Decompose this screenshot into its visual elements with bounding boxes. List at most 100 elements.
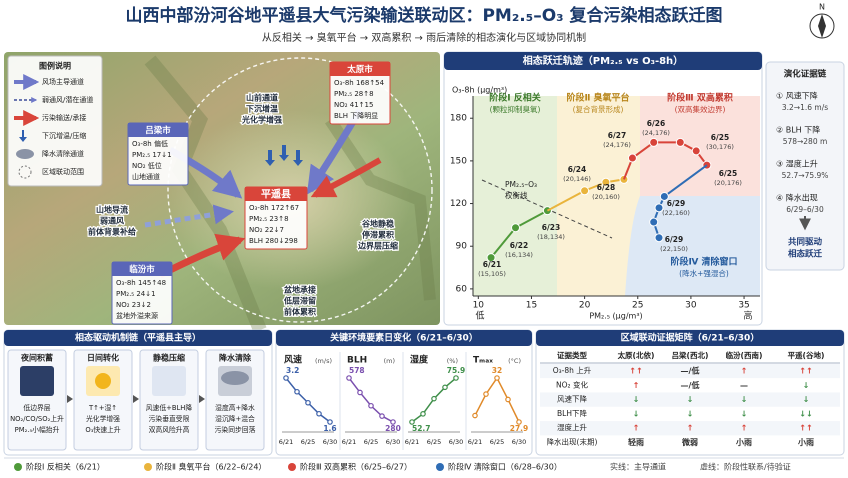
matrix-stripe	[540, 363, 840, 379]
evidence-detail: 6/29–6/30	[786, 205, 824, 214]
matrix-header: 临汾(西南)	[726, 350, 763, 360]
panel-header	[276, 330, 532, 346]
subsidence-arrows	[265, 145, 303, 166]
city-name: 太原市	[346, 64, 373, 75]
city-name: 吕梁市	[145, 125, 171, 136]
chart-title: 相态跃迁轨迹（PM₂.₅ vs O₃-8h）	[523, 54, 683, 67]
y-tick-label: 150	[450, 156, 467, 166]
mini-title: BLH	[347, 356, 367, 366]
data-point	[654, 203, 664, 213]
matrix-stripe	[540, 421, 840, 436]
y-tick-label: 120	[450, 199, 467, 209]
data-point	[486, 253, 496, 263]
evidence-conclusion: 相态跃迁	[788, 249, 823, 260]
map-note: 山地导流	[96, 205, 128, 215]
matrix-cell: ↑↑	[799, 367, 812, 376]
point-coords: (22,150)	[660, 245, 688, 253]
matrix-row-label: NO₂ 变化	[556, 379, 588, 389]
env-panel	[275, 329, 533, 456]
mini-x-label: 6/21	[468, 438, 483, 446]
step-line: 光化学增强	[86, 414, 120, 423]
legend-solid: 实线：主导通道	[610, 462, 666, 472]
mini-unit: (%)	[447, 357, 458, 365]
mini-point	[390, 419, 396, 425]
phase-region	[640, 96, 760, 196]
step-icon	[20, 366, 54, 396]
matrix-cell: ↓↓	[799, 409, 812, 418]
matrix-header: 吕梁(西北)	[672, 350, 709, 360]
evidence-title: 演化证据链	[784, 69, 827, 80]
y-axis-label: O₃-8h (μg/m³)	[452, 86, 507, 95]
mini-title: 风速	[284, 354, 302, 366]
matrix-row-label: O₃-8h 上升	[553, 366, 592, 375]
data-point	[627, 153, 637, 163]
map-note: 前体累积	[284, 307, 316, 317]
evidence-step: ② BLH 下降	[776, 125, 820, 135]
mini-x-label: 6/25	[301, 438, 316, 446]
point-date: 6/21	[483, 260, 501, 269]
city-header	[128, 123, 188, 137]
y-tick-label: 60	[456, 284, 468, 294]
matrix-cell: —/低	[681, 380, 700, 390]
y-tick-label: 90	[456, 242, 468, 252]
mini-point	[316, 410, 322, 417]
mini-unit: (m)	[384, 357, 395, 365]
legend-label: 阶段Ⅳ 清除窗口（6/28–6/30）	[448, 462, 562, 472]
phase-region	[473, 96, 557, 296]
mini-value: 75.9	[447, 366, 466, 375]
mini-point	[379, 413, 385, 419]
city-metric: NO₂ 低位	[132, 161, 162, 170]
legend-icon	[16, 149, 34, 159]
x-low-label: 低	[475, 310, 484, 322]
mini-point	[494, 375, 500, 381]
legend-label: 污染输送/承接	[42, 113, 86, 122]
data-point	[649, 137, 659, 147]
mini-x-label: 6/25	[364, 438, 379, 446]
matrix-cell: —/低	[681, 366, 700, 376]
point-date: 6/23	[542, 223, 560, 232]
matrix-cell: ↓	[633, 395, 640, 404]
city-name: 临汾市	[129, 264, 155, 275]
point-coords: (20,176)	[714, 179, 742, 187]
mini-x-label: 6/25	[490, 438, 505, 446]
legend-label: 降水清除通道	[42, 149, 84, 158]
evidence-detail: 52.7→75.9%	[782, 171, 829, 180]
matrix-header: 证据类型	[557, 350, 587, 360]
mini-point	[346, 375, 352, 381]
y-tick-label: 180	[450, 114, 467, 124]
ridge	[325, 116, 436, 301]
data-point	[659, 191, 669, 201]
panel-title: 区域联动证据矩阵（6/21–6/30）	[621, 332, 760, 344]
matrix-cell: ↓	[741, 395, 748, 404]
compass-needle	[818, 14, 826, 38]
step-box	[139, 349, 199, 451]
step-line: 污染垂直受限	[149, 414, 190, 423]
point-coords: (15,105)	[478, 270, 506, 278]
matrix-cell: ↑↑	[629, 367, 642, 376]
matrix-cell: ↓	[687, 395, 694, 404]
phase-title: 阶段Ⅱ 臭氧平台	[566, 92, 629, 104]
step-title: 夜间积蓄	[20, 353, 53, 363]
matrix-cell: ↓	[633, 409, 640, 418]
mini-point	[420, 411, 426, 417]
mini-point	[368, 402, 374, 409]
matrix-cell: ↑	[741, 424, 748, 433]
phase-note: (降水+强湿合)	[679, 268, 729, 278]
map-note: 山前通道	[246, 93, 278, 103]
matrix-cell: ↓	[803, 395, 810, 404]
city-metric: NO₂ 23↓2	[116, 301, 151, 309]
point-date: 6/22	[510, 241, 528, 250]
weak-channel	[144, 204, 234, 228]
point-date: 6/24	[568, 165, 586, 174]
phase-note: (复合背景形成)	[573, 104, 624, 114]
city-metric: PM₂.₅ 28↑8	[334, 90, 374, 98]
mini-point	[283, 375, 289, 381]
linkage-zone	[167, 57, 433, 323]
evidence-detail: 578→280 m	[783, 137, 828, 146]
evidence-step: ④ 降水出现	[776, 193, 818, 203]
matrix-cell: —	[740, 381, 748, 390]
step-line: 污染同步回落	[215, 425, 256, 434]
legend-label: 弱通风/潜在通道	[42, 95, 93, 104]
mini-title: Tₘₐₓ	[473, 356, 493, 366]
mini-x-label: 6/21	[342, 438, 357, 446]
